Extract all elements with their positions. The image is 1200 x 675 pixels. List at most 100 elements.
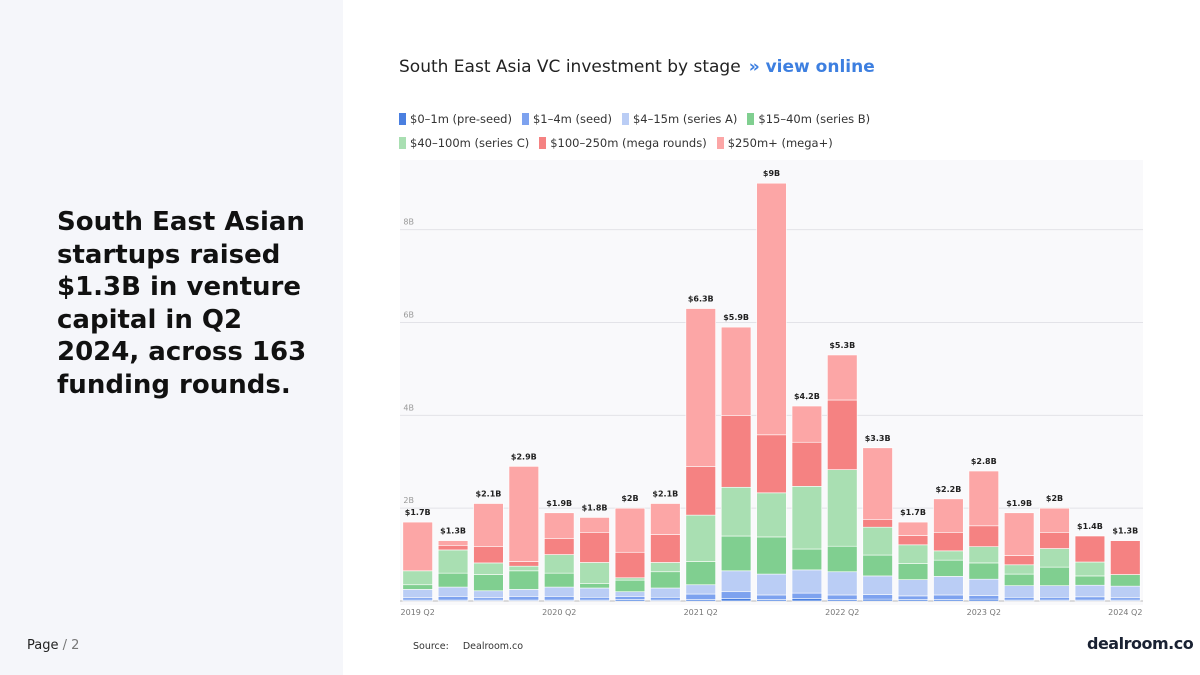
bar-segment	[720, 486, 752, 537]
total-label: $1.3B	[1112, 527, 1138, 536]
legend-label: $0–1m (pre-seed)	[410, 112, 512, 126]
source: Source: Dealroom.co	[413, 641, 523, 652]
bar-segment	[579, 517, 610, 533]
bar-segment	[402, 521, 433, 572]
x-tick-label: 2021 Q2	[684, 608, 718, 617]
bar-segment	[1004, 585, 1035, 598]
bar-segment	[827, 469, 858, 547]
bar-segment	[685, 584, 716, 595]
bar-segment	[756, 492, 787, 538]
total-label: $1.3B	[440, 527, 466, 536]
bar-segment	[1039, 507, 1070, 533]
bar-segment	[544, 586, 575, 597]
page-indicator: Page / 2	[27, 638, 79, 653]
legend-item: $4–15m (series A)	[621, 112, 738, 126]
bar-segment	[685, 308, 716, 467]
total-label: $5.9B	[723, 313, 749, 322]
source-name: Dealroom.co	[462, 641, 524, 652]
bar-segment	[862, 526, 893, 556]
bar-segment	[685, 593, 716, 600]
legend-swatch	[399, 137, 406, 149]
bar-segment	[544, 512, 575, 539]
bar-segment	[1110, 540, 1141, 575]
bar-segment	[473, 546, 504, 564]
bar-segment	[827, 399, 858, 470]
x-tick-label: 2019 Q2	[401, 608, 435, 617]
total-label: $2.1B	[652, 490, 678, 499]
bar-segment	[437, 572, 469, 588]
bar-segment	[968, 562, 999, 580]
x-tick-label: 2024 Q2	[1108, 608, 1142, 617]
bar-segment	[897, 535, 929, 546]
link-text[interactable]: view online	[765, 57, 875, 77]
bar-segment	[473, 597, 504, 601]
bar-segment	[827, 594, 858, 600]
bar-segment	[827, 354, 858, 401]
bar-segment	[402, 589, 433, 599]
legend-item: $40–100m (series C)	[399, 136, 529, 150]
legend-item: $15–40m (series B)	[747, 112, 870, 126]
bar-segment	[508, 565, 539, 572]
bar-segment	[579, 596, 610, 601]
y-tick-label: 6B	[403, 310, 414, 319]
legend-label: $4–15m (series A)	[632, 112, 738, 126]
title-text: South East Asia VC investment by stage	[399, 57, 741, 77]
legend-swatch	[539, 137, 547, 149]
bar-segment	[862, 554, 893, 577]
bar-segment	[720, 591, 752, 599]
total-label: $1.7B	[900, 508, 926, 517]
total-label: $1.8B	[582, 503, 608, 512]
bar-segment	[437, 586, 469, 597]
bar-segment	[544, 596, 575, 601]
bar-segment	[614, 577, 646, 581]
legend-swatch	[621, 113, 629, 125]
total-label: $9B	[763, 169, 780, 178]
bar-segment	[862, 575, 893, 595]
bar-segment	[968, 470, 999, 527]
bar-segment	[968, 525, 999, 547]
bar-segment	[933, 559, 964, 577]
bar-segment	[862, 594, 893, 600]
legend-label: $100–250m (mega rounds)	[550, 136, 707, 150]
bar-segment	[756, 182, 787, 436]
bar-segment	[720, 415, 752, 488]
bar-segment	[968, 595, 999, 600]
bar-segment	[720, 326, 752, 416]
bar-segment	[685, 466, 716, 516]
y-tick-label: 8B	[403, 218, 414, 227]
bar-segment	[614, 507, 646, 553]
bar-segment	[614, 579, 646, 593]
bar-segment	[1039, 548, 1070, 568]
legend-label: $15–40m (series B)	[758, 112, 871, 126]
bar-segment	[402, 570, 433, 586]
bar-segment	[897, 563, 929, 580]
bar-segment	[720, 535, 752, 572]
bar-segment	[1074, 584, 1106, 598]
bar-segment	[1004, 512, 1035, 556]
bar-segment	[650, 534, 681, 563]
bar-segment	[1004, 573, 1035, 586]
total-label: $5.3B	[829, 341, 855, 350]
bar-segment	[756, 536, 787, 575]
bar-segment	[437, 549, 469, 574]
bar-segment	[791, 598, 823, 602]
total-label: $1.7B	[405, 508, 431, 517]
bar-segment	[437, 596, 469, 601]
bar-segment	[897, 595, 929, 600]
view-online-link[interactable]: » view online	[748, 57, 875, 77]
bar-segment	[1004, 555, 1035, 566]
bar-segment	[1039, 585, 1070, 598]
bar-segment	[791, 441, 823, 487]
bar-segment	[1074, 596, 1106, 601]
bar-segment	[791, 548, 823, 571]
bar-segment	[650, 562, 681, 573]
bar-segment	[862, 518, 893, 528]
total-label: $1.9B	[546, 499, 572, 508]
bar-segment	[933, 576, 964, 596]
total-label: $2.8B	[971, 457, 997, 466]
bar-segment	[508, 561, 539, 567]
total-label: $2.1B	[476, 490, 502, 499]
bar-segment	[933, 498, 964, 533]
legend-label: $40–100m (series C)	[410, 136, 530, 150]
bar-segment	[402, 584, 433, 590]
